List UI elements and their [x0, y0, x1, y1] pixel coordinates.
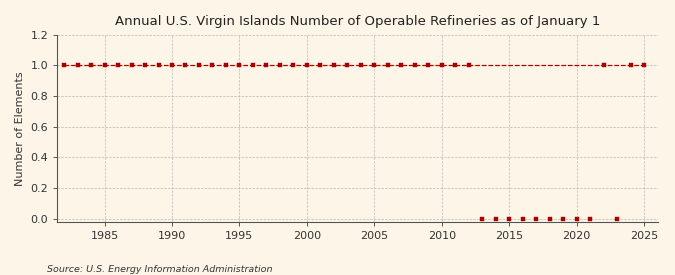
Text: Source: U.S. Energy Information Administration: Source: U.S. Energy Information Administ… — [47, 265, 273, 274]
Y-axis label: Number of Elements: Number of Elements — [15, 71, 25, 186]
Title: Annual U.S. Virgin Islands Number of Operable Refineries as of January 1: Annual U.S. Virgin Islands Number of Ope… — [115, 15, 600, 28]
